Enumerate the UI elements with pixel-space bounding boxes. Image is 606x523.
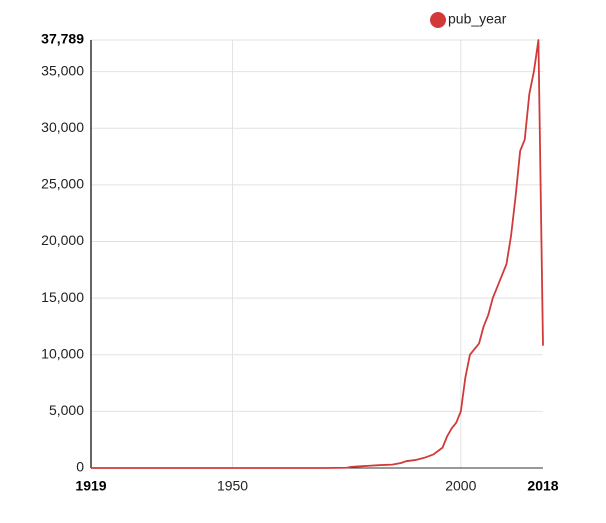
y-tick-label: 10,000 [41, 345, 84, 361]
y-tick-label: 35,000 [41, 62, 84, 78]
y-tick-label: 25,000 [41, 176, 84, 192]
y-tick-label: 5,000 [49, 402, 84, 418]
y-tick-label: 30,000 [41, 119, 84, 135]
y-tick-label: 37,789 [41, 31, 84, 47]
data-line [91, 39, 544, 469]
x-tick-label: 1950 [217, 478, 248, 494]
x-tick-label: 2018 [527, 478, 558, 494]
y-tick-label: 20,000 [41, 232, 84, 248]
legend-marker [430, 12, 446, 28]
x-tick-label: 2000 [445, 478, 476, 494]
y-tick-label: 15,000 [41, 289, 84, 305]
x-tick-label: 1919 [75, 478, 106, 494]
legend-label: pub_year [448, 11, 507, 27]
y-tick-label: 0 [76, 459, 84, 475]
